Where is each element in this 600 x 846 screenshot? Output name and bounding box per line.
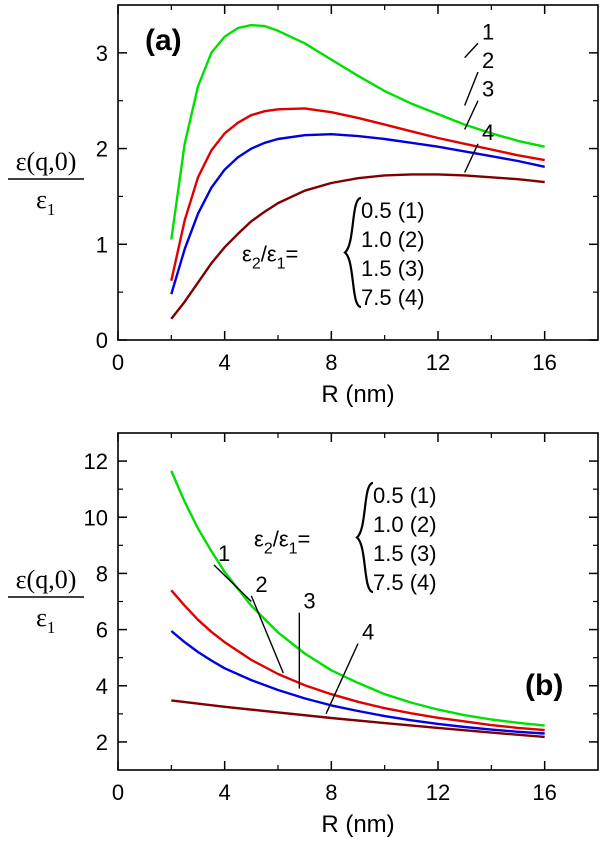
series-line-3 bbox=[170, 133, 545, 295]
curve-label-leader-2 bbox=[250, 595, 284, 674]
legend-entry-3: 1.5 (3) bbox=[373, 541, 437, 566]
legend-entry-1: 0.5 (1) bbox=[373, 483, 437, 508]
legend-entry-4: 7.5 (4) bbox=[361, 285, 425, 310]
y-axis-label-denominator: ε1 bbox=[36, 603, 55, 637]
x-tick-label: 4 bbox=[219, 780, 231, 805]
legend-entry-2: 1.0 (2) bbox=[361, 227, 425, 252]
curve-label-leader-2 bbox=[464, 71, 479, 106]
x-tick-label: 16 bbox=[532, 350, 556, 375]
x-tick-label: 0 bbox=[112, 780, 124, 805]
legend-entry-4: 7.5 (4) bbox=[373, 570, 437, 595]
x-axis-label: R (nm) bbox=[321, 381, 394, 408]
legend-brace bbox=[355, 481, 374, 594]
series-line-4 bbox=[170, 173, 545, 320]
y-tick-label: 8 bbox=[96, 561, 108, 586]
x-tick-label: 12 bbox=[426, 780, 450, 805]
curve-label-1: 1 bbox=[482, 19, 494, 44]
panel-label: (b) bbox=[525, 669, 563, 702]
legend-entry-1: 0.5 (1) bbox=[361, 198, 425, 223]
x-tick-label: 12 bbox=[426, 350, 450, 375]
curve-label-2: 2 bbox=[255, 572, 267, 597]
x-tick-label: 16 bbox=[532, 780, 556, 805]
y-tick-label: 4 bbox=[96, 674, 108, 699]
y-tick-label: 3 bbox=[96, 41, 108, 66]
plot-frame bbox=[117, 4, 599, 341]
panel-label: (a) bbox=[145, 24, 182, 57]
series-line-1 bbox=[170, 23, 545, 240]
x-tick-label: 4 bbox=[219, 350, 231, 375]
y-axis-label-numerator: ε(q,0) bbox=[16, 565, 77, 594]
y-axis-label-denominator: ε1 bbox=[36, 185, 55, 219]
series-line-2 bbox=[170, 107, 545, 281]
series-line-2 bbox=[170, 589, 545, 732]
series-line-1 bbox=[170, 470, 545, 727]
y-tick-label: 2 bbox=[96, 730, 108, 755]
x-tick-label: 8 bbox=[325, 780, 337, 805]
curve-label-4: 4 bbox=[482, 120, 494, 145]
curve-label-3: 3 bbox=[303, 589, 315, 614]
curve-label-leader-3 bbox=[464, 100, 479, 130]
y-tick-label: 10 bbox=[84, 505, 108, 530]
curve-label-leader-4 bbox=[464, 143, 479, 173]
curve-label-leader-1 bbox=[213, 564, 252, 603]
legend-ratio-label: ε2/ε1= bbox=[242, 242, 298, 273]
curve-label-2: 2 bbox=[482, 48, 494, 73]
y-tick-label: 0 bbox=[96, 328, 108, 353]
x-axis-label: R (nm) bbox=[321, 811, 394, 838]
curve-label-1: 1 bbox=[218, 541, 230, 566]
legend-entry-2: 1.0 (2) bbox=[373, 512, 437, 537]
curve-label-leader-1 bbox=[464, 42, 479, 59]
x-tick-label: 0 bbox=[112, 350, 124, 375]
curve-label-4: 4 bbox=[362, 620, 374, 645]
series-line-3 bbox=[170, 630, 545, 735]
x-tick-label: 8 bbox=[325, 350, 337, 375]
curve-label-3: 3 bbox=[482, 77, 494, 102]
y-tick-label: 6 bbox=[96, 618, 108, 643]
legend-brace bbox=[343, 196, 362, 309]
legend-ratio-label: ε2/ε1= bbox=[254, 527, 310, 558]
y-tick-label: 2 bbox=[96, 137, 108, 162]
series-line-4 bbox=[171, 699, 545, 739]
y-axis-label-numerator: ε(q,0) bbox=[16, 147, 77, 176]
curve-label-leader-4 bbox=[325, 643, 359, 715]
y-tick-label: 1 bbox=[96, 232, 108, 257]
y-tick-label: 12 bbox=[84, 449, 108, 474]
legend-entry-3: 1.5 (3) bbox=[361, 256, 425, 281]
